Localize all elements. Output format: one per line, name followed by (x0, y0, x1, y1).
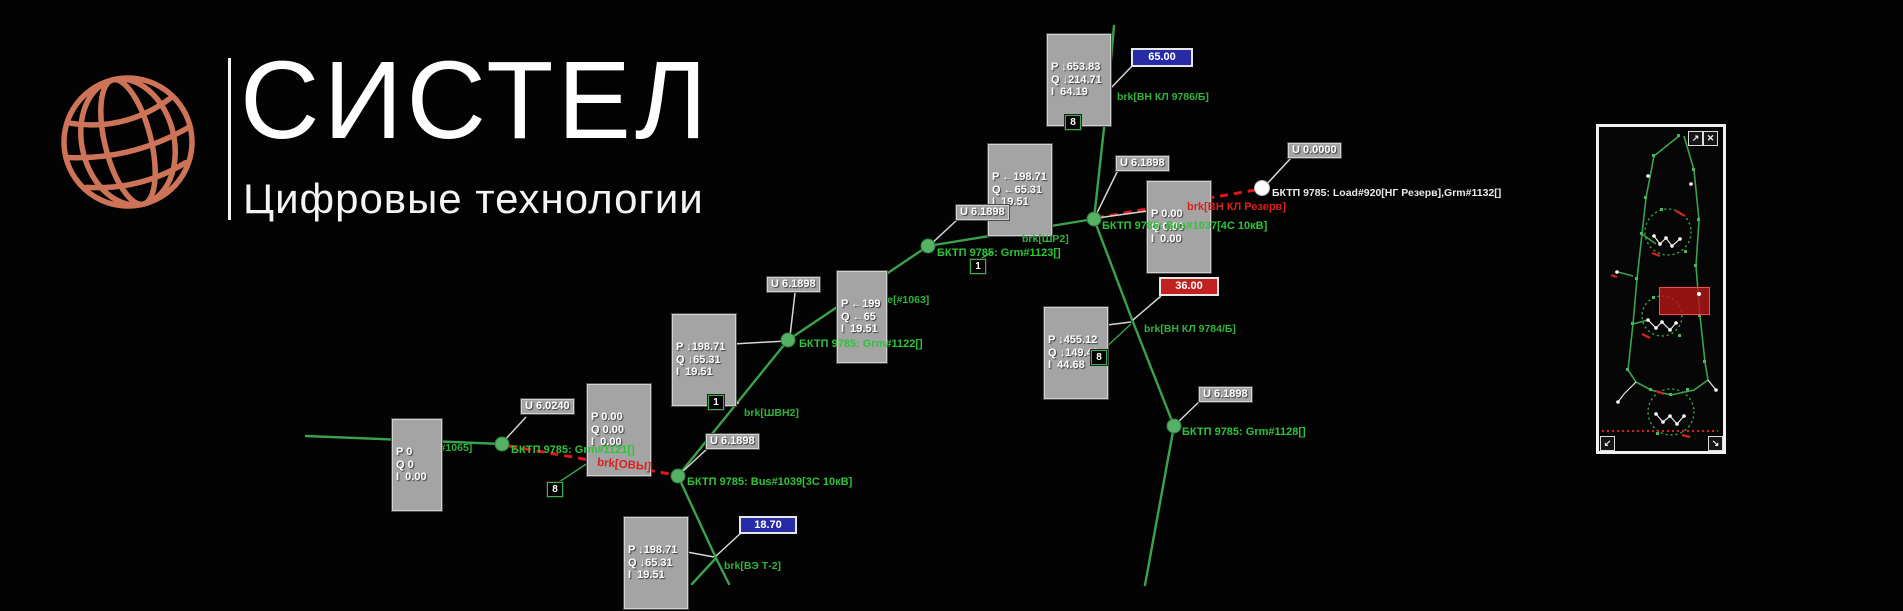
minimap-close-button[interactable]: ✕ (1703, 131, 1718, 146)
meas-box-shvn2: P ↓198.71 Q ↓65.31 I 19.51 (671, 313, 737, 407)
meas-box-reserve: P 0.00 Q 0.00 I 0.00 (1146, 180, 1212, 274)
u-label-grm-1128: U 6.1898 (1198, 386, 1253, 403)
value-box-18[interactable]: 18.70 (739, 516, 797, 534)
meas-box-feeder-top: P ↓653.83 Q ↓214.71 I 64.19 (1046, 33, 1112, 127)
branch-label-9786: brk[ВН КЛ 9786/Б] (1117, 91, 1209, 103)
meas-box-ovy: P 0.00 Q 0.00 I 0.00 (586, 383, 652, 477)
node-label-grm-1128: БКТП 9785: Grm#1128[] (1182, 426, 1306, 438)
callout-reserve (1096, 210, 1149, 219)
callout-u-1123 (929, 218, 959, 246)
meas-box-shr2: P ←198.71 Q ←65.31 I 19.51 (987, 143, 1053, 237)
sistel-globe-icon (61, 75, 195, 209)
minimap-viewport[interactable] (1659, 287, 1710, 315)
value-box-36[interactable]: 36.00 (1159, 277, 1219, 296)
node-label-grm-1121: БКТП 9785: Grm#1121[] (511, 444, 635, 456)
node-load-920[interactable] (1254, 180, 1270, 196)
callout-36 (1132, 295, 1162, 321)
node-label-grm-1123: БКТП 9785: Grm#1123[] (937, 247, 1061, 259)
node-bus-1039[interactable] (670, 468, 686, 484)
callout-u-1121 (502, 416, 527, 443)
branch-label-shr2: brk[ШР2] (1022, 233, 1069, 245)
brand-title: СИСТЕЛ (240, 39, 712, 162)
u-label-grm-1123: U 6.1898 (955, 204, 1010, 221)
node-grm-1121[interactable] (494, 436, 510, 452)
branch-label-9784: brk[ВН КЛ 9784/Б] (1144, 323, 1236, 335)
minimap-cluster-bottom (1647, 388, 1695, 436)
callout-18 (715, 531, 743, 557)
node-label-bus-1037: БКТП 9785: Bus#1037[4С 10кВ] (1102, 220, 1268, 232)
callout-meas-vet2 (686, 551, 715, 558)
node-label-grm-1122: БКТП 9785: Grm#1122[] (799, 338, 923, 350)
meas-box-ve-t2: P ↓198.71 Q ↓65.31 I 19.51 (623, 516, 689, 610)
line-kl-9784[interactable] (1092, 217, 1176, 587)
u-label-load-920: U 0.0000 (1287, 142, 1342, 159)
minimap-cluster-middle (1641, 295, 1683, 337)
minimap-pan-down-right-button[interactable]: ↘ (1708, 436, 1723, 451)
brand-subtitle: Цифровые технологии (243, 175, 704, 222)
branch-label-shvn2: brk[ШВН2] (744, 407, 799, 419)
breaker-tag-9784[interactable]: 8 (1090, 349, 1108, 366)
callout-u-0 (1264, 157, 1292, 187)
minimap-pan-down-left-button[interactable]: ↙ (1600, 436, 1615, 451)
node-grm-1122[interactable] (780, 332, 796, 348)
minimap-cluster-top (1644, 208, 1692, 256)
breaker-tag-ovy[interactable]: 8 (546, 481, 564, 498)
callout-u-1039 (679, 447, 709, 475)
branch-label-ve-t2: brk[ВЭ Т-2] (724, 560, 782, 572)
breaker-tag-9786[interactable]: 8 (1064, 114, 1082, 131)
callout-u-1037 (1094, 167, 1120, 218)
u-label-grm-1121: U 6.0240 (520, 398, 575, 415)
node-grm-1128[interactable] (1166, 418, 1182, 434)
callout-u-1128 (1175, 397, 1204, 425)
open-label-reserve: brk[ВН КЛ Резерв] (1187, 201, 1286, 213)
u-label-grm-1122: U 6.1898 (766, 276, 821, 293)
callout-meas-9784 (1106, 321, 1132, 326)
logo-divider (228, 58, 231, 220)
node-bus-1037[interactable] (1086, 211, 1102, 227)
breaker-tag-shvn2[interactable]: 1 (707, 394, 725, 411)
minimap-viewport-dot (1697, 292, 1701, 296)
callout-65 (1107, 63, 1135, 92)
u-label-bus-1037: U 6.1898 (1115, 155, 1170, 172)
minimap-expand-button[interactable]: ↗ (1688, 131, 1703, 146)
node-label-bus-1039: БКТП 9785: Bus#1039[3С 10кВ] (687, 476, 853, 488)
callout-meas-1122 (732, 340, 787, 345)
callout-u-1122 (789, 292, 796, 337)
breaker-tag-1123[interactable]: 1 (969, 258, 987, 275)
line-ve-t2-right[interactable] (714, 556, 731, 586)
u-label-bus-1039: U 6.1898 (705, 433, 760, 450)
node-label-load-920: БКТП 9785: Load#920[НГ Резерв],Grm#1132[… (1272, 187, 1502, 199)
value-box-65[interactable]: 65.00 (1131, 48, 1193, 67)
meas-box-bridge-1063: P ←199 Q ←65 I 19.51 (836, 270, 888, 364)
tag-tick-1123 (978, 251, 993, 261)
line-shvn2[interactable] (676, 338, 790, 478)
node-grm-1123[interactable] (920, 238, 936, 254)
